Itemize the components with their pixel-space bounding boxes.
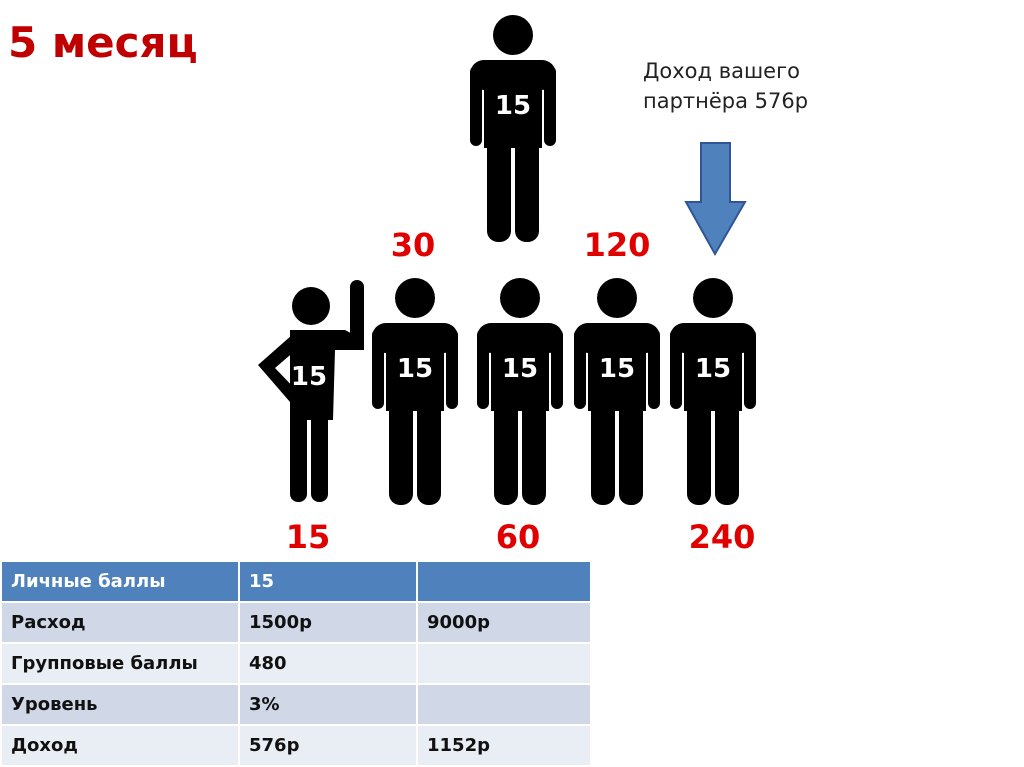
table-cell: Доход (0, 724, 240, 767)
person-points: 15 (291, 362, 327, 392)
note-line-2: партнёра 576р (643, 89, 809, 113)
label-60: 60 (495, 518, 541, 556)
person-icon-4: 15 (670, 278, 756, 505)
table-cell: Расход (0, 601, 240, 644)
table-cell: 576р (238, 724, 418, 767)
slide-title: 5 месяц (8, 18, 198, 67)
person-points: 15 (495, 91, 531, 121)
table-cell: 3% (238, 683, 418, 726)
table-row: Расход 1500р 9000р (0, 601, 592, 644)
label-120: 120 (583, 226, 651, 264)
table-cell: 1500р (238, 601, 418, 644)
table-cell: Уровень (0, 683, 240, 726)
down-arrow-icon (684, 142, 747, 257)
table-row: Групповые баллы 480 (0, 642, 592, 685)
person-icon-top: 15 (470, 15, 556, 242)
table-cell: 9000р (416, 601, 592, 644)
person-icon-3: 15 (574, 278, 660, 505)
table-cell: 1152р (416, 724, 592, 767)
table-cell: 480 (238, 642, 418, 685)
person-icon-waving: 15 (258, 280, 364, 502)
table-cell: Личные баллы (0, 560, 240, 603)
note-line-1: Доход вашего (643, 59, 800, 83)
table-cell (416, 642, 592, 685)
person-icon-2: 15 (477, 278, 563, 505)
person-points: 15 (397, 354, 433, 384)
table-cell (416, 560, 592, 603)
table-row: Личные баллы 15 (0, 560, 592, 603)
table-row: Доход 576р 1152р (0, 724, 592, 767)
table-cell (416, 683, 592, 726)
table-row: Уровень 3% (0, 683, 592, 726)
person-points: 15 (502, 354, 538, 384)
label-15: 15 (285, 518, 331, 556)
label-240: 240 (688, 518, 756, 556)
person-icon-1: 15 (372, 278, 458, 505)
person-points: 15 (695, 354, 731, 384)
partner-income-note: Доход вашего партнёра 576р (643, 56, 863, 116)
person-points: 15 (599, 354, 635, 384)
stats-table: Личные баллы 15 Расход 1500р 9000р Групп… (0, 560, 592, 767)
label-30: 30 (390, 226, 436, 264)
table-cell: Групповые баллы (0, 642, 240, 685)
table-cell: 15 (238, 560, 418, 603)
